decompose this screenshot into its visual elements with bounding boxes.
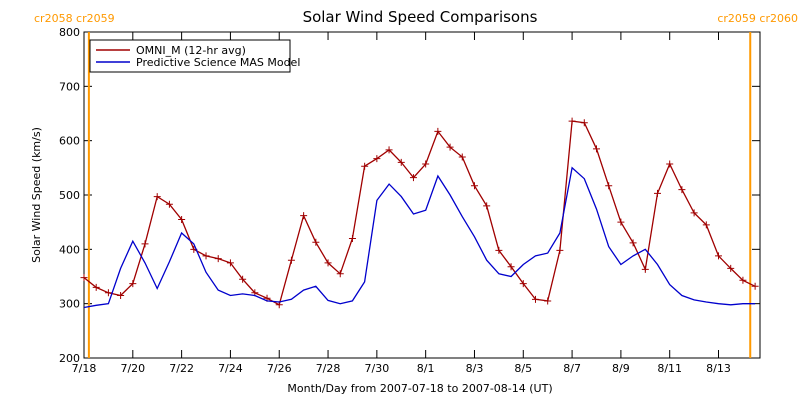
point-marker [580,119,588,127]
point-marker [483,202,491,210]
point-marker [458,153,466,161]
carrington-label: cr2058 cr2059 [34,12,115,25]
x-tick-label: 7/30 [365,362,390,375]
x-tick-label: 7/28 [316,362,341,375]
point-marker [385,146,393,154]
point-marker [629,239,637,247]
point-marker [324,259,332,267]
point-marker [654,189,662,197]
point-marker [80,274,88,282]
point-marker [397,158,405,166]
x-tick-label: 8/11 [657,362,682,375]
point-marker [361,162,369,170]
point-marker [531,295,539,303]
y-axis-label: Solar Wind Speed (km/s) [30,127,43,263]
point-marker [373,155,381,163]
y-tick-label: 200 [59,352,80,365]
y-tick-label: 400 [59,243,80,256]
point-marker [641,265,649,273]
point-marker [165,200,173,208]
point-marker [239,275,247,283]
y-tick-label: 300 [59,298,80,311]
point-marker [141,240,149,248]
point-marker [336,270,344,278]
point-marker [751,282,759,290]
point-marker [605,182,613,190]
point-marker [715,252,723,260]
point-marker [727,264,735,272]
series-line [83,120,756,306]
point-marker [617,218,625,226]
x-tick-label: 7/20 [120,362,145,375]
series-line [83,166,756,309]
point-marker [92,283,100,291]
x-tick-label: 7/18 [72,362,97,375]
point-marker [300,212,308,220]
point-marker [202,252,210,260]
x-axis-label: Month/Day from 2007-07-18 to 2007-08-14 … [287,382,552,395]
y-tick-label: 500 [59,189,80,202]
y-tick-label: 700 [59,80,80,93]
point-marker [690,209,698,217]
point-marker [178,215,186,223]
point-marker [129,280,137,288]
legend: OMNI_M (12-hr avg)Predictive Science MAS… [89,39,300,73]
point-marker [117,292,125,300]
point-marker [348,234,356,242]
x-tick-label: 7/24 [218,362,243,375]
point-marker [470,182,478,190]
x-tick-label: 8/1 [417,362,435,375]
y-tick-label: 800 [59,26,80,39]
point-marker [556,246,564,254]
legend-box [89,39,291,73]
point-marker [446,143,454,151]
point-marker [544,297,552,305]
point-marker [287,256,295,264]
point-marker [226,259,234,267]
point-marker [409,174,417,182]
point-marker [312,238,320,246]
x-tick-label: 8/9 [612,362,630,375]
x-tick-label: 8/13 [706,362,731,375]
point-marker [214,255,222,263]
point-marker [507,263,515,271]
point-marker [666,160,674,168]
legend-label: OMNI_M (12-hr avg) [136,44,246,57]
chart-title: Solar Wind Speed Comparisons [303,8,538,26]
point-marker [739,276,747,284]
point-marker [592,145,600,153]
x-tick-label: 7/22 [169,362,194,375]
y-tick-label: 600 [59,135,80,148]
x-tick-label: 8/5 [514,362,532,375]
point-marker [104,289,112,297]
point-marker [434,127,442,135]
x-tick-label: 8/3 [466,362,484,375]
point-marker [495,246,503,254]
x-tick-label: 8/7 [563,362,581,375]
carrington-label: cr2059 cr2060 [717,12,798,25]
point-marker [422,160,430,168]
point-marker [519,280,527,288]
legend-label: Predictive Science MAS Model [136,56,300,69]
point-marker [678,186,686,194]
x-tick-label: 7/26 [267,362,292,375]
point-marker [568,117,576,125]
point-marker [702,221,710,229]
point-marker [153,193,161,201]
